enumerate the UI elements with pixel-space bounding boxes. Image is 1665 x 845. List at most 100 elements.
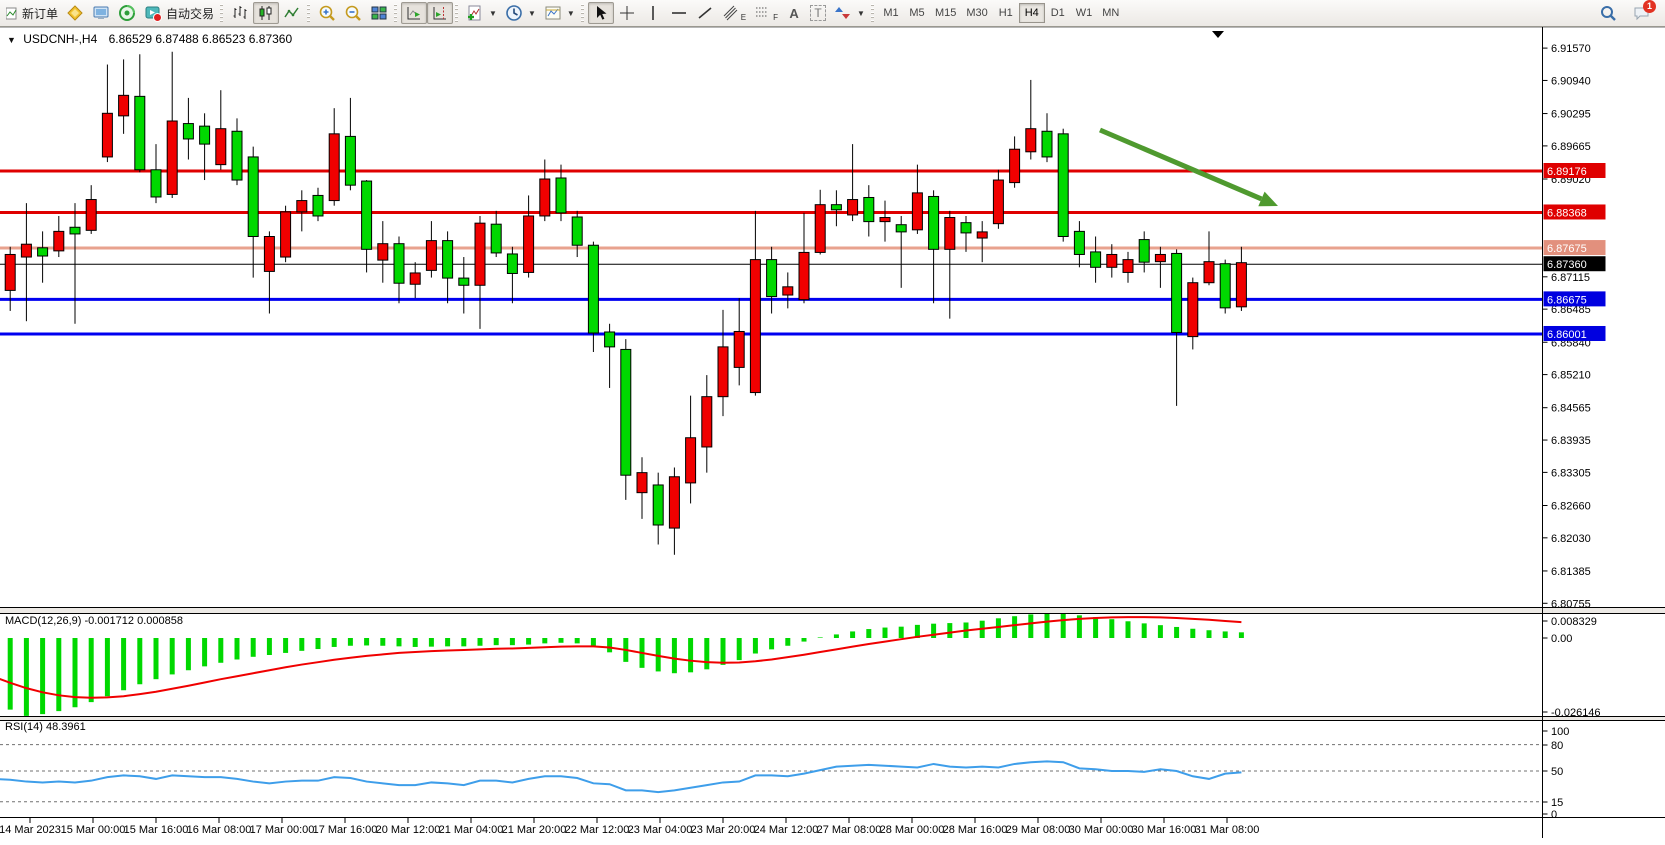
- autotrading-button[interactable]: 自动交易: [140, 2, 218, 24]
- candlestick: [733, 330, 745, 368]
- candlestick: [215, 128, 227, 166]
- new-order-button[interactable]: 新订单: [2, 2, 62, 24]
- timeframe-M1[interactable]: M1: [878, 3, 904, 23]
- drawing-tools-group: E F A T ▼: [587, 0, 869, 26]
- notifications-button[interactable]: 1: [1629, 0, 1656, 24]
- chevron-down-icon[interactable]: ▼: [857, 8, 865, 18]
- trend-arrow-shaft[interactable]: [1099, 127, 1263, 202]
- chevron-down-icon[interactable]: ▼: [566, 8, 575, 18]
- channel-icon: [722, 4, 740, 22]
- candlestick: [863, 196, 875, 223]
- periods-button[interactable]: ▼: [501, 2, 540, 24]
- timeframe-H4[interactable]: H4: [1018, 3, 1045, 23]
- time-axis-label: 15 Mar 00:00: [61, 824, 126, 836]
- timeframe-W1[interactable]: W1: [1071, 3, 1098, 23]
- price-badge-value: 6.87360: [1547, 259, 1587, 271]
- terminal-button[interactable]: [88, 2, 114, 24]
- timeframe-M30[interactable]: M30: [961, 3, 992, 23]
- candlestick: [474, 222, 486, 286]
- timeframe-H1[interactable]: H1: [993, 3, 1019, 23]
- price-badge: [1543, 291, 1606, 307]
- toolbar-grip[interactable]: [393, 4, 399, 22]
- candlestick: [992, 179, 1004, 225]
- trendline-button[interactable]: [692, 2, 718, 24]
- toolbar-grip[interactable]: [579, 4, 585, 22]
- horizontal-line-button[interactable]: [666, 2, 692, 24]
- zoom-out-button[interactable]: [340, 2, 366, 24]
- time-axis-label: 28 Mar 16:00: [943, 824, 1008, 836]
- toolbar-grip[interactable]: [869, 4, 875, 22]
- arrows-button[interactable]: ▼: [830, 2, 869, 24]
- candlestick: [1057, 133, 1069, 238]
- candlestick: [1203, 261, 1215, 284]
- timeframe-D1[interactable]: D1: [1045, 3, 1071, 23]
- time-axis-label: 29 Mar 08:00: [1006, 824, 1071, 836]
- candlestick: [960, 222, 972, 234]
- price-badge-value: 6.89176: [1547, 166, 1587, 178]
- text-label-button[interactable]: T: [806, 2, 830, 24]
- crosshair-button[interactable]: [614, 2, 640, 24]
- vertical-line-icon: [644, 4, 662, 22]
- bar-chart-button[interactable]: [227, 2, 253, 24]
- templates-icon: [544, 4, 562, 22]
- candlestick: [377, 243, 389, 261]
- vertical-line-button[interactable]: [640, 2, 666, 24]
- toolbar-grip[interactable]: [306, 4, 312, 22]
- timeframe-M15[interactable]: M15: [930, 3, 961, 23]
- time-axis-label: 23 Mar 20:00: [691, 824, 756, 836]
- chart-shift-icon: [431, 4, 449, 22]
- candlestick: [928, 195, 940, 250]
- chart-collapse-icon[interactable]: ▼: [7, 35, 16, 45]
- candlestick: [1122, 259, 1134, 273]
- panel-splitter[interactable]: [0, 717, 1665, 720]
- rsi-axis-label: 50: [1551, 766, 1563, 778]
- indicators-button[interactable]: ▼: [462, 2, 501, 24]
- candlestick: [506, 253, 518, 274]
- candlestick: [1106, 253, 1118, 268]
- strategy-tester-button[interactable]: [114, 2, 140, 24]
- price-axis-label: 6.82030: [1551, 533, 1591, 545]
- standard-toolbar-group: 新订单 自动交易: [2, 0, 218, 26]
- equidistant-channel-button[interactable]: E: [718, 2, 750, 24]
- price-axis[interactable]: 6.915706.909406.902956.896656.890206.871…: [1542, 27, 1606, 838]
- time-axis-label: 21 Mar 20:00: [502, 824, 567, 836]
- cursor-button[interactable]: [587, 2, 614, 24]
- time-axis-label: 23 Mar 04:00: [628, 824, 693, 836]
- chevron-down-icon[interactable]: ▼: [527, 8, 536, 18]
- chart-shift-button[interactable]: [427, 2, 454, 24]
- chevron-down-icon[interactable]: ▼: [489, 8, 497, 18]
- chart-title[interactable]: ▼ USDCNH-,H4 6.86529 6.87488 6.86523 6.8…: [7, 32, 292, 46]
- candlestick: [37, 247, 49, 257]
- tile-windows-button[interactable]: [366, 2, 392, 24]
- horizontal-line-icon: [670, 4, 688, 22]
- auto-scroll-button[interactable]: [401, 2, 428, 24]
- line-chart-button[interactable]: [279, 2, 305, 24]
- search-button[interactable]: [1595, 2, 1621, 24]
- candlestick-chart-button[interactable]: [253, 2, 280, 24]
- timeframe-MN[interactable]: MN: [1097, 3, 1124, 23]
- price-badge: [1543, 256, 1606, 272]
- chart-shift-marker[interactable]: [1212, 31, 1224, 38]
- trend-arrow-annotation[interactable]: [1099, 127, 1278, 207]
- templates-button[interactable]: ▼: [540, 2, 579, 24]
- zoom-in-button[interactable]: [314, 2, 340, 24]
- time-axis-label: 30 Mar 00:00: [1069, 824, 1134, 836]
- panel-splitter[interactable]: [0, 608, 1665, 613]
- candlestick: [798, 251, 810, 301]
- candlestick: [604, 331, 616, 348]
- candlestick: [328, 133, 340, 202]
- market-watch-button[interactable]: [62, 2, 88, 24]
- fibonacci-button[interactable]: F: [750, 2, 782, 24]
- timeframe-M5[interactable]: M5: [904, 3, 930, 23]
- candlestick: [911, 192, 923, 231]
- trend-arrow-head[interactable]: [1258, 191, 1278, 207]
- scroll-group: [401, 0, 454, 26]
- text-button[interactable]: A: [782, 2, 806, 24]
- candlestick: [587, 244, 599, 334]
- toolbar-grip[interactable]: [454, 4, 460, 22]
- price-axis-label: 6.91570: [1551, 43, 1591, 55]
- candlestick: [182, 123, 194, 140]
- toolbar-grip[interactable]: [219, 4, 225, 22]
